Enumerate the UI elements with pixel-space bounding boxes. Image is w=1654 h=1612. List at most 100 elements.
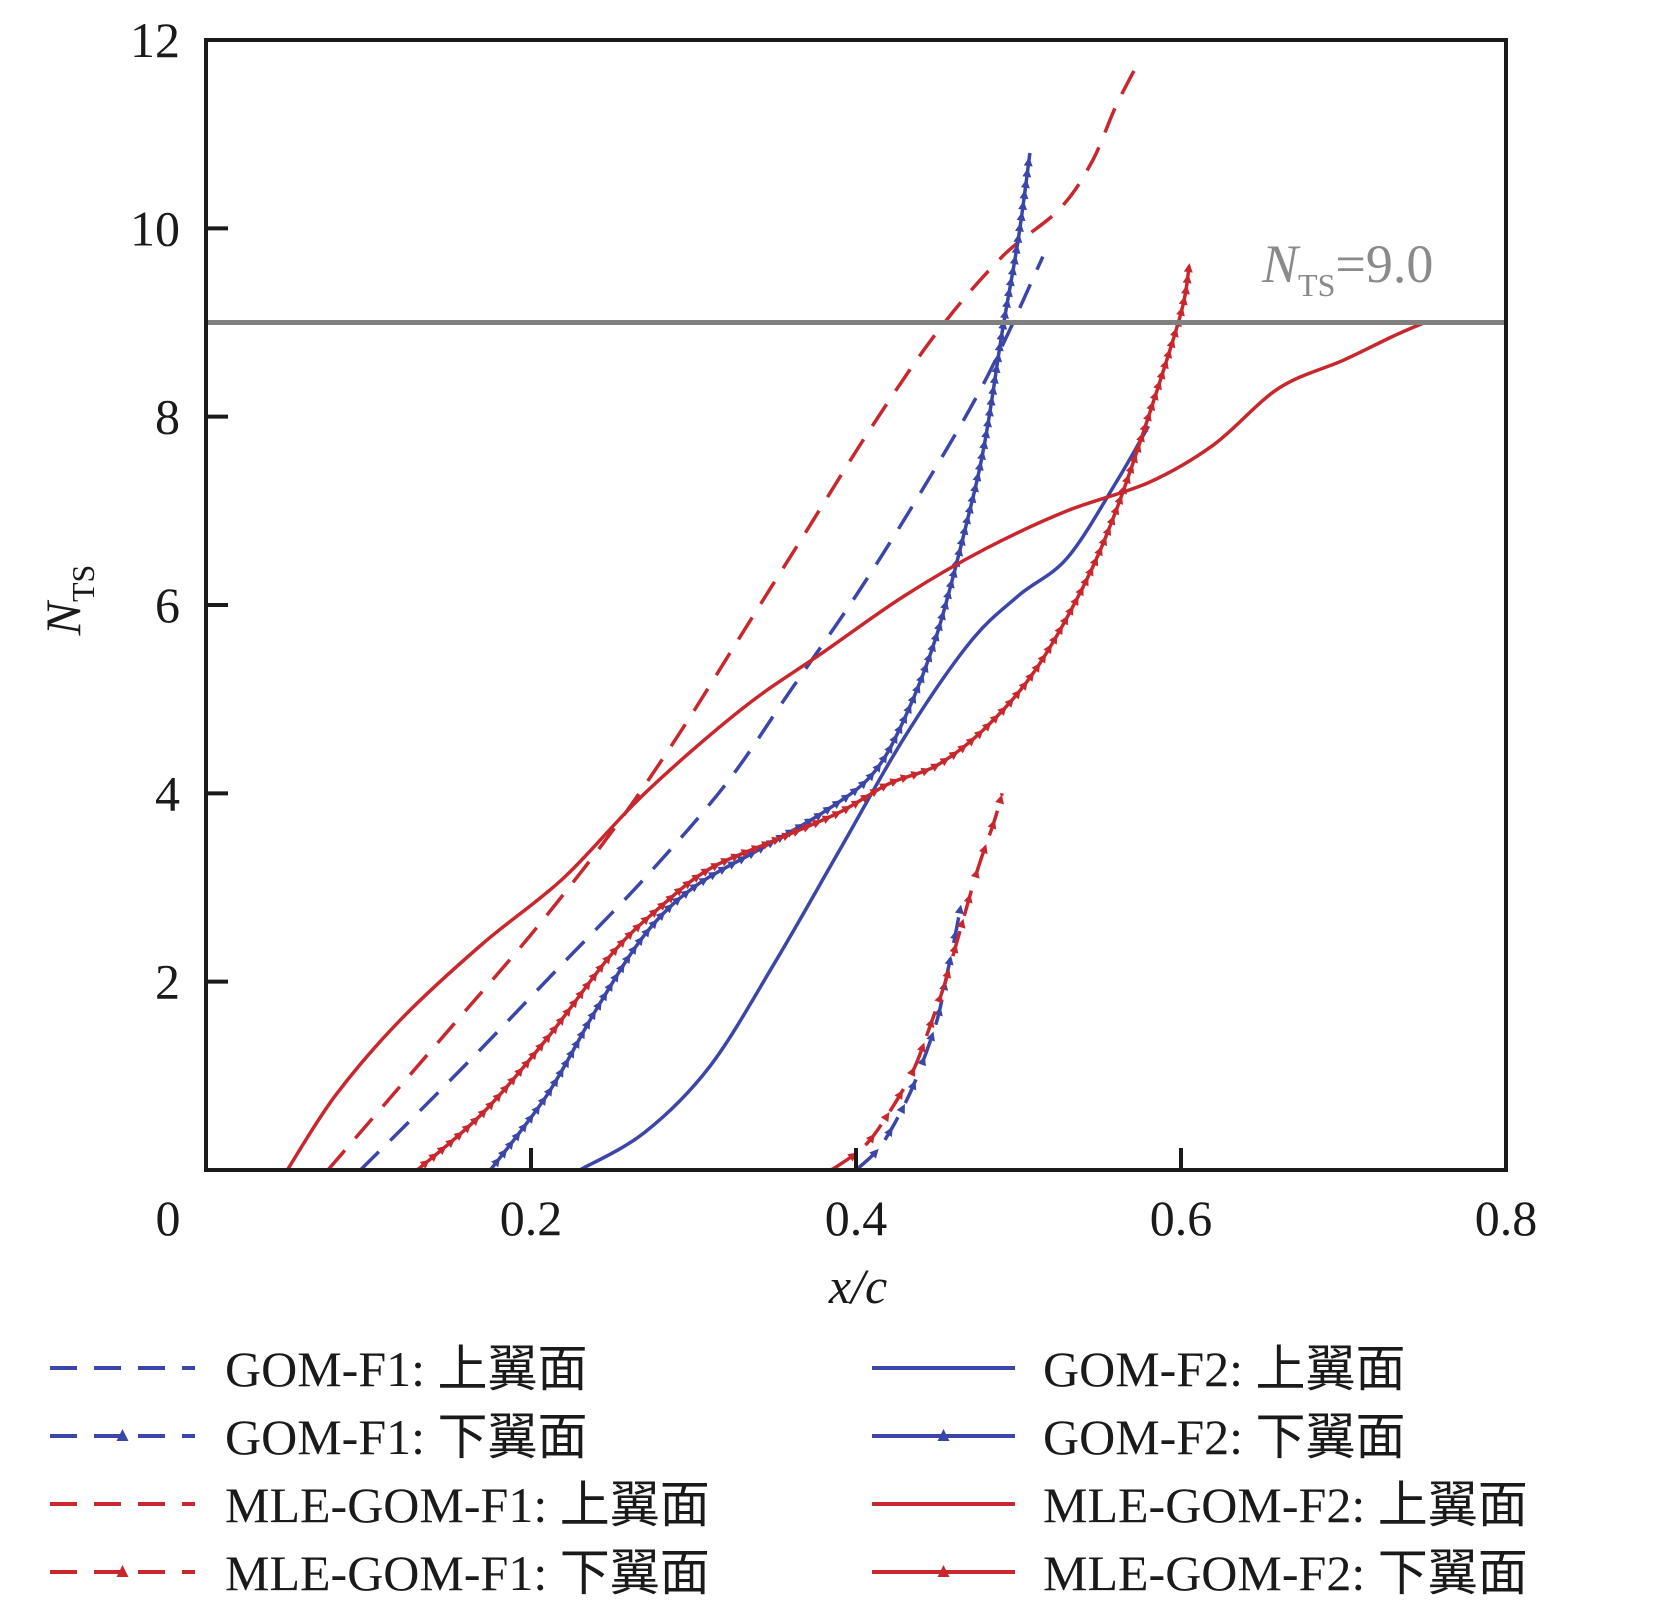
series-6-marker (1007, 265, 1017, 276)
series-6-marker (840, 794, 851, 803)
series-6-marker (979, 439, 989, 450)
series-8-marker (989, 714, 1000, 724)
series-6-marker (511, 1131, 521, 1142)
legend-item-8: MLE-GOM-F2: 下翼面 (872, 1545, 1528, 1601)
series-8-marker (957, 744, 968, 754)
series-line-6 (489, 152, 1032, 1170)
series-6-marker (576, 1029, 585, 1040)
series-8-marker (535, 1041, 545, 1052)
series-6-marker (655, 911, 666, 922)
series-6-marker (1009, 255, 1019, 265)
series-6-marker (984, 407, 994, 417)
series-2-marker (954, 904, 964, 915)
series-6-marker (948, 568, 958, 578)
series-6-marker (555, 1067, 564, 1078)
series-8-marker (1102, 525, 1112, 536)
series-8-marker (419, 1159, 430, 1169)
series-6-marker (954, 546, 963, 557)
series-8-marker (1118, 484, 1127, 495)
series-8-marker (616, 938, 627, 948)
series-6-marker (943, 589, 952, 600)
series-4 (825, 792, 1004, 1170)
series-6-marker (663, 903, 674, 914)
legend-marker (116, 1565, 129, 1577)
series-8-marker (850, 800, 861, 809)
series-6-marker (919, 663, 929, 674)
series-6-marker (849, 787, 860, 797)
series-6-marker (983, 417, 992, 428)
series-8-marker (632, 923, 642, 933)
threshold-label: NTS=9.0 (1261, 234, 1433, 303)
series-6-marker (981, 428, 991, 439)
series-8-marker (750, 845, 761, 854)
series-line-5 (578, 425, 1151, 1170)
series-6-marker (518, 1122, 528, 1133)
series-8-marker (920, 767, 931, 777)
series-6-marker (1013, 233, 1023, 243)
threshold-label-sub: TS (1298, 267, 1335, 303)
series-line-1 (359, 255, 1045, 1170)
series-8-marker (595, 963, 605, 973)
series-4-marker (956, 918, 966, 929)
series-2 (850, 901, 964, 1170)
series-6-marker (593, 1000, 602, 1011)
series-6-marker (898, 713, 908, 725)
series-8-marker (492, 1092, 502, 1103)
series-8-marker (1114, 494, 1124, 505)
series-4-marker (949, 943, 959, 954)
series-8-marker (507, 1075, 517, 1086)
series-6-marker (504, 1140, 514, 1150)
series-2-marker (869, 1148, 879, 1159)
legend-marker (937, 1565, 950, 1577)
series-5 (578, 425, 1151, 1170)
series-8-marker (948, 751, 959, 760)
series-line-7 (285, 320, 1426, 1170)
series-8-marker (1149, 390, 1159, 401)
series-6-marker (1000, 309, 1009, 319)
series-6-marker (884, 743, 893, 754)
series-8-marker (548, 1024, 558, 1035)
series-6-marker (717, 866, 728, 875)
series-6-marker (1014, 222, 1024, 233)
series-6-marker (972, 471, 982, 482)
series-6-marker (907, 693, 917, 704)
series-6-marker (491, 1157, 501, 1168)
series-8-marker (568, 998, 578, 1009)
series-4-marker (907, 1066, 916, 1077)
series-8-marker (811, 819, 822, 829)
x-tick-label: 0.4 (825, 1190, 888, 1246)
series-6-marker (1011, 244, 1021, 254)
series-8-marker (1110, 505, 1120, 516)
legend-label: GOM-F1: 上翼面 (225, 1341, 588, 1397)
series-8-marker (682, 880, 693, 890)
series-4-marker (865, 1133, 876, 1144)
series-8-marker (1059, 615, 1069, 626)
series-6-marker (1003, 287, 1013, 298)
series-layer (285, 57, 1426, 1170)
series-4-marker (934, 993, 943, 1004)
legend-item-5: GOM-F2: 上翼面 (872, 1341, 1406, 1397)
series-8-marker (889, 778, 900, 787)
series-8-marker (1031, 662, 1041, 673)
series-8-marker (700, 868, 711, 877)
legend-label: GOM-F1: 下翼面 (225, 1409, 588, 1465)
series-6-marker (1022, 167, 1032, 178)
series-8-marker (965, 737, 976, 747)
series-6-marker (831, 800, 842, 809)
legend-label: GOM-F2: 下翼面 (1043, 1409, 1406, 1465)
y-tick-label: 6 (155, 577, 180, 633)
legend: GOM-F1: 上翼面 GOM-F1: 下翼面 MLE-GOM-F1: 上翼面 MLE… (50, 1341, 1528, 1601)
legend-marker (937, 1429, 950, 1441)
series-6-marker (727, 861, 738, 870)
legend-item-3: MLE-GOM-F1: 上翼面 (50, 1477, 710, 1533)
legend-label: MLE-GOM-F1: 上翼面 (225, 1477, 710, 1533)
series-8-marker (1011, 689, 1021, 700)
series-8-marker (710, 863, 721, 872)
series-6-marker (988, 385, 998, 395)
series-8-marker (1156, 369, 1166, 380)
series-8-marker (1132, 442, 1142, 453)
series-6-marker (531, 1104, 541, 1115)
series-8-marker (1018, 680, 1028, 691)
y-tick-label: 8 (155, 389, 180, 445)
series-4-marker (963, 893, 973, 904)
